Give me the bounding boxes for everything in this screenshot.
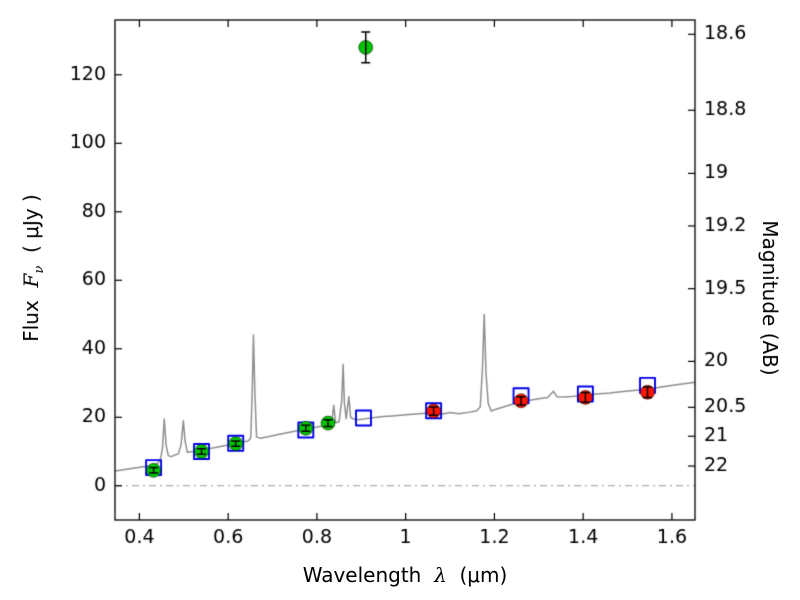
y-axis-label: Flux Fν ( μJy ) xyxy=(19,194,47,342)
flux-symbol: Fν xyxy=(19,265,47,288)
y-axis-label-word: Flux xyxy=(19,300,43,342)
y-axis-label-unit: ( μJy ) xyxy=(19,194,43,253)
lambda-symbol: λ xyxy=(434,563,447,587)
x-axis-label-unit: (μm) xyxy=(459,563,508,587)
x-axis-label: Wavelength λ (μm) xyxy=(303,563,508,587)
x-axis-label-word: Wavelength xyxy=(302,563,422,587)
nu-subscript: ν xyxy=(32,265,47,274)
right-axis-label: Magnitude (AB) xyxy=(758,220,782,376)
